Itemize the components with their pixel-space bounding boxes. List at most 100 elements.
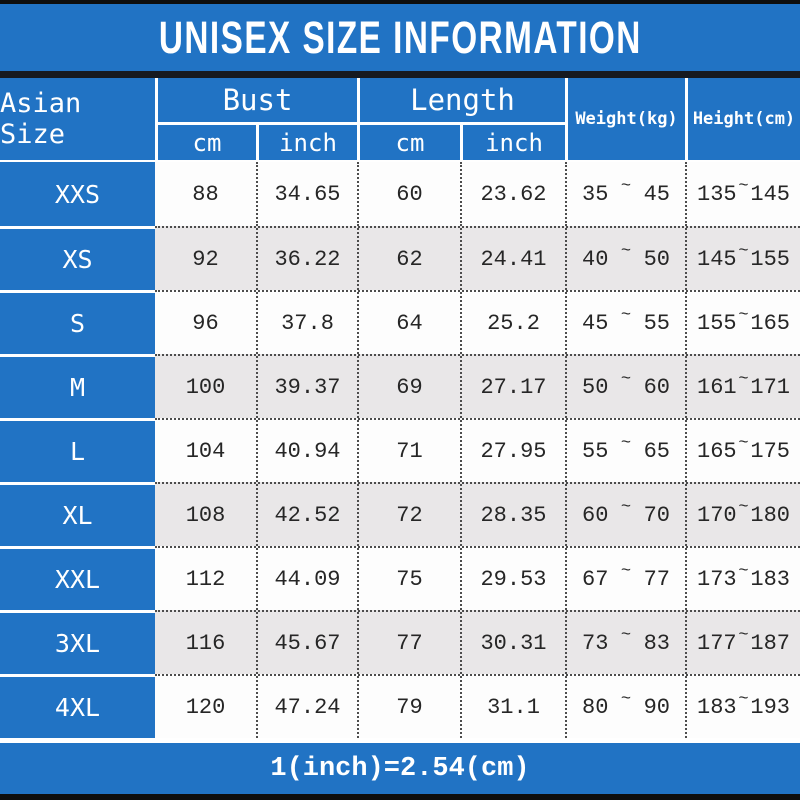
tilde-symbol: ~ bbox=[738, 625, 749, 645]
bust-inch-cell: 36.22 bbox=[256, 228, 357, 290]
size-cell: 3XL bbox=[0, 610, 155, 674]
height-range-cell: 183 ~ 193 bbox=[685, 676, 800, 738]
header-height: Height(cm) bbox=[685, 78, 800, 160]
height-range-cell: 170 ~ 180 bbox=[685, 484, 800, 546]
bust-inch-cell: 42.52 bbox=[256, 484, 357, 546]
bust-cm-cell: 116 bbox=[185, 630, 226, 656]
top-black-bar bbox=[0, 0, 800, 4]
height-max: 175 bbox=[750, 438, 790, 464]
size-cell: XXL bbox=[0, 546, 155, 610]
tilde-symbol: ~ bbox=[620, 689, 632, 709]
table-row: XXS 88 34.65 60 23.62 35 ~ 45 135 ~ 145 bbox=[0, 162, 800, 226]
length-inch-cell: 28.35 bbox=[460, 484, 565, 546]
weight-max: 45 bbox=[643, 181, 670, 207]
tilde-symbol: ~ bbox=[620, 561, 632, 581]
weight-range-cell: 50 ~ 60 bbox=[565, 356, 685, 418]
weight-range-cell: 80 ~ 90 bbox=[565, 676, 685, 738]
bust-cm-cell: 92 bbox=[192, 246, 219, 272]
tilde-symbol: ~ bbox=[620, 497, 632, 517]
title-divider bbox=[0, 71, 800, 78]
tilde-symbol: ~ bbox=[738, 561, 749, 581]
weight-min: 40 bbox=[582, 246, 609, 272]
tilde-symbol: ~ bbox=[738, 497, 749, 517]
weight-min: 60 bbox=[582, 502, 609, 528]
bottom-black-bar bbox=[0, 794, 800, 800]
weight-min: 73 bbox=[582, 630, 609, 656]
tilde-symbol: ~ bbox=[738, 433, 749, 453]
header-weight: Weight(kg) bbox=[565, 78, 685, 160]
weight-min: 35 bbox=[582, 181, 609, 207]
height-max: 165 bbox=[750, 310, 790, 336]
bust-inch-cell: 34.65 bbox=[256, 162, 357, 226]
height-min: 135 bbox=[697, 181, 737, 207]
length-inch-cell: 31.1 bbox=[460, 676, 565, 738]
bust-cm-cell: 108 bbox=[185, 502, 226, 528]
bust-cm-cell: 112 bbox=[185, 566, 226, 592]
height-min: 165 bbox=[697, 438, 737, 464]
height-range-cell: 161 ~ 171 bbox=[685, 356, 800, 418]
header-asian-size: Asian Size bbox=[0, 78, 155, 160]
weight-range-cell: 45 ~ 55 bbox=[565, 292, 685, 354]
size-cell: M bbox=[0, 354, 155, 418]
weight-max: 65 bbox=[643, 438, 670, 464]
length-cm-cell: 72 bbox=[357, 484, 460, 546]
weight-min: 80 bbox=[582, 694, 609, 720]
bust-inch-cell: 44.09 bbox=[256, 548, 357, 610]
header-bust: Bust bbox=[155, 78, 357, 122]
weight-min: 45 bbox=[582, 310, 609, 336]
row-cells: 112 44.09 75 29.53 67 ~ 77 173 ~ 183 bbox=[155, 546, 800, 610]
size-cell: XS bbox=[0, 226, 155, 290]
tilde-symbol: ~ bbox=[738, 369, 749, 389]
length-inch-cell: 27.95 bbox=[460, 420, 565, 482]
height-min: 170 bbox=[697, 502, 737, 528]
height-min: 155 bbox=[697, 310, 737, 336]
tilde-symbol: ~ bbox=[620, 176, 632, 196]
size-cell: 4XL bbox=[0, 674, 155, 738]
weight-max: 60 bbox=[643, 374, 670, 400]
height-min: 173 bbox=[697, 566, 737, 592]
height-range-cell: 165 ~ 175 bbox=[685, 420, 800, 482]
length-cm-cell: 64 bbox=[357, 292, 460, 354]
size-cell: S bbox=[0, 290, 155, 354]
bust-cm-cell: 104 bbox=[185, 438, 226, 464]
tilde-symbol: ~ bbox=[738, 689, 749, 709]
bust-inch-cell: 39.37 bbox=[256, 356, 357, 418]
header-bust-inch: inch bbox=[256, 122, 357, 160]
header-length-cm: cm bbox=[357, 122, 460, 160]
length-cm-cell: 69 bbox=[357, 356, 460, 418]
table-row: XL 108 42.52 72 28.35 60 ~ 70 170 ~ 180 bbox=[0, 482, 800, 546]
weight-min: 55 bbox=[582, 438, 609, 464]
weight-range-cell: 35 ~ 45 bbox=[565, 162, 685, 226]
size-cell: XL bbox=[0, 482, 155, 546]
weight-range-cell: 60 ~ 70 bbox=[565, 484, 685, 546]
bust-inch-cell: 45.67 bbox=[256, 612, 357, 674]
height-min: 177 bbox=[697, 630, 737, 656]
tilde-symbol: ~ bbox=[620, 625, 632, 645]
table-row: 4XL 120 47.24 79 31.1 80 ~ 90 183 ~ 193 bbox=[0, 674, 800, 738]
weight-range-cell: 73 ~ 83 bbox=[565, 612, 685, 674]
length-inch-cell: 30.31 bbox=[460, 612, 565, 674]
height-max: 145 bbox=[750, 181, 790, 207]
length-cm-cell: 60 bbox=[357, 162, 460, 226]
height-min: 183 bbox=[697, 694, 737, 720]
tilde-symbol: ~ bbox=[620, 433, 632, 453]
row-cells: 88 34.65 60 23.62 35 ~ 45 135 ~ 145 bbox=[155, 162, 800, 226]
weight-max: 50 bbox=[643, 246, 670, 272]
row-cells: 116 45.67 77 30.31 73 ~ 83 177 ~ 187 bbox=[155, 610, 800, 674]
height-range-cell: 155 ~ 165 bbox=[685, 292, 800, 354]
height-range-cell: 135 ~ 145 bbox=[685, 162, 800, 226]
table-row: L 104 40.94 71 27.95 55 ~ 65 165 ~ 175 bbox=[0, 418, 800, 482]
weight-range-cell: 55 ~ 65 bbox=[565, 420, 685, 482]
tilde-symbol: ~ bbox=[738, 305, 749, 325]
length-cm-cell: 71 bbox=[357, 420, 460, 482]
height-min: 145 bbox=[697, 246, 737, 272]
length-inch-cell: 25.2 bbox=[460, 292, 565, 354]
tilde-symbol: ~ bbox=[738, 241, 749, 261]
weight-range-cell: 67 ~ 77 bbox=[565, 548, 685, 610]
row-cells: 100 39.37 69 27.17 50 ~ 60 161 ~ 171 bbox=[155, 354, 800, 418]
length-inch-cell: 27.17 bbox=[460, 356, 565, 418]
row-cells: 108 42.52 72 28.35 60 ~ 70 170 ~ 180 bbox=[155, 482, 800, 546]
length-cm-cell: 75 bbox=[357, 548, 460, 610]
conversion-note: 1(inch)=2.54(cm) bbox=[270, 753, 530, 784]
height-max: 180 bbox=[750, 502, 790, 528]
